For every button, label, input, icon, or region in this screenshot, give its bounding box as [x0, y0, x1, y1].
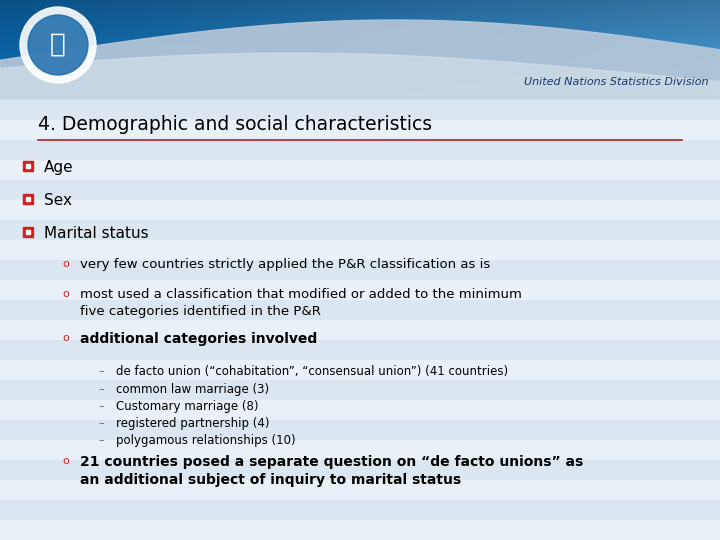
- Bar: [0, 280, 720, 300]
- Text: Sex: Sex: [44, 193, 72, 208]
- Text: very few countries strictly applied the P&R classification as is: very few countries strictly applied the …: [80, 258, 490, 271]
- Bar: [0, 520, 720, 540]
- Bar: [0, 360, 720, 380]
- Bar: [23, 161, 33, 171]
- Bar: [0, 320, 720, 340]
- Text: o: o: [62, 333, 68, 343]
- Text: 4. Demographic and social characteristics: 4. Demographic and social characteristic…: [38, 115, 432, 134]
- Text: Customary marriage (8): Customary marriage (8): [116, 400, 258, 413]
- Bar: [0, 340, 720, 360]
- Text: 🌐: 🌐: [50, 32, 66, 58]
- Bar: [0, 140, 720, 160]
- Bar: [0, 240, 720, 260]
- Bar: [0, 500, 720, 520]
- Bar: [0, 440, 720, 460]
- Text: common law marriage (3): common law marriage (3): [116, 383, 269, 396]
- Text: Marital status: Marital status: [44, 226, 148, 241]
- Bar: [0, 160, 720, 180]
- Bar: [0, 180, 720, 200]
- Text: additional categories involved: additional categories involved: [80, 332, 318, 346]
- Circle shape: [20, 7, 96, 83]
- Bar: [0, 400, 720, 420]
- Bar: [26, 164, 30, 168]
- Text: –: –: [98, 435, 104, 445]
- Bar: [26, 197, 30, 201]
- Text: o: o: [62, 456, 68, 466]
- Text: most used a classification that modified or added to the minimum
five categories: most used a classification that modified…: [80, 288, 522, 318]
- Bar: [26, 230, 30, 234]
- Text: de facto union (“cohabitation”, “consensual union”) (41 countries): de facto union (“cohabitation”, “consens…: [116, 365, 508, 378]
- Bar: [23, 194, 33, 204]
- Text: –: –: [98, 418, 104, 428]
- Bar: [0, 420, 720, 440]
- Bar: [0, 460, 720, 480]
- Circle shape: [28, 15, 88, 75]
- Bar: [0, 380, 720, 400]
- Text: –: –: [98, 384, 104, 394]
- Text: o: o: [62, 289, 68, 299]
- Bar: [0, 300, 720, 320]
- Text: –: –: [98, 366, 104, 376]
- Bar: [0, 220, 720, 240]
- Text: polygamous relationships (10): polygamous relationships (10): [116, 434, 296, 447]
- Text: registered partnership (4): registered partnership (4): [116, 417, 269, 430]
- Bar: [0, 480, 720, 500]
- Text: –: –: [98, 401, 104, 411]
- Text: United Nations Statistics Division: United Nations Statistics Division: [523, 77, 708, 87]
- Bar: [0, 200, 720, 220]
- Bar: [0, 100, 720, 120]
- Bar: [0, 120, 720, 140]
- Bar: [0, 260, 720, 280]
- Text: o: o: [62, 259, 68, 269]
- Bar: [23, 227, 33, 237]
- Text: 21 countries posed a separate question on “de facto unions” as
an additional sub: 21 countries posed a separate question o…: [80, 455, 583, 487]
- Text: Age: Age: [44, 160, 73, 175]
